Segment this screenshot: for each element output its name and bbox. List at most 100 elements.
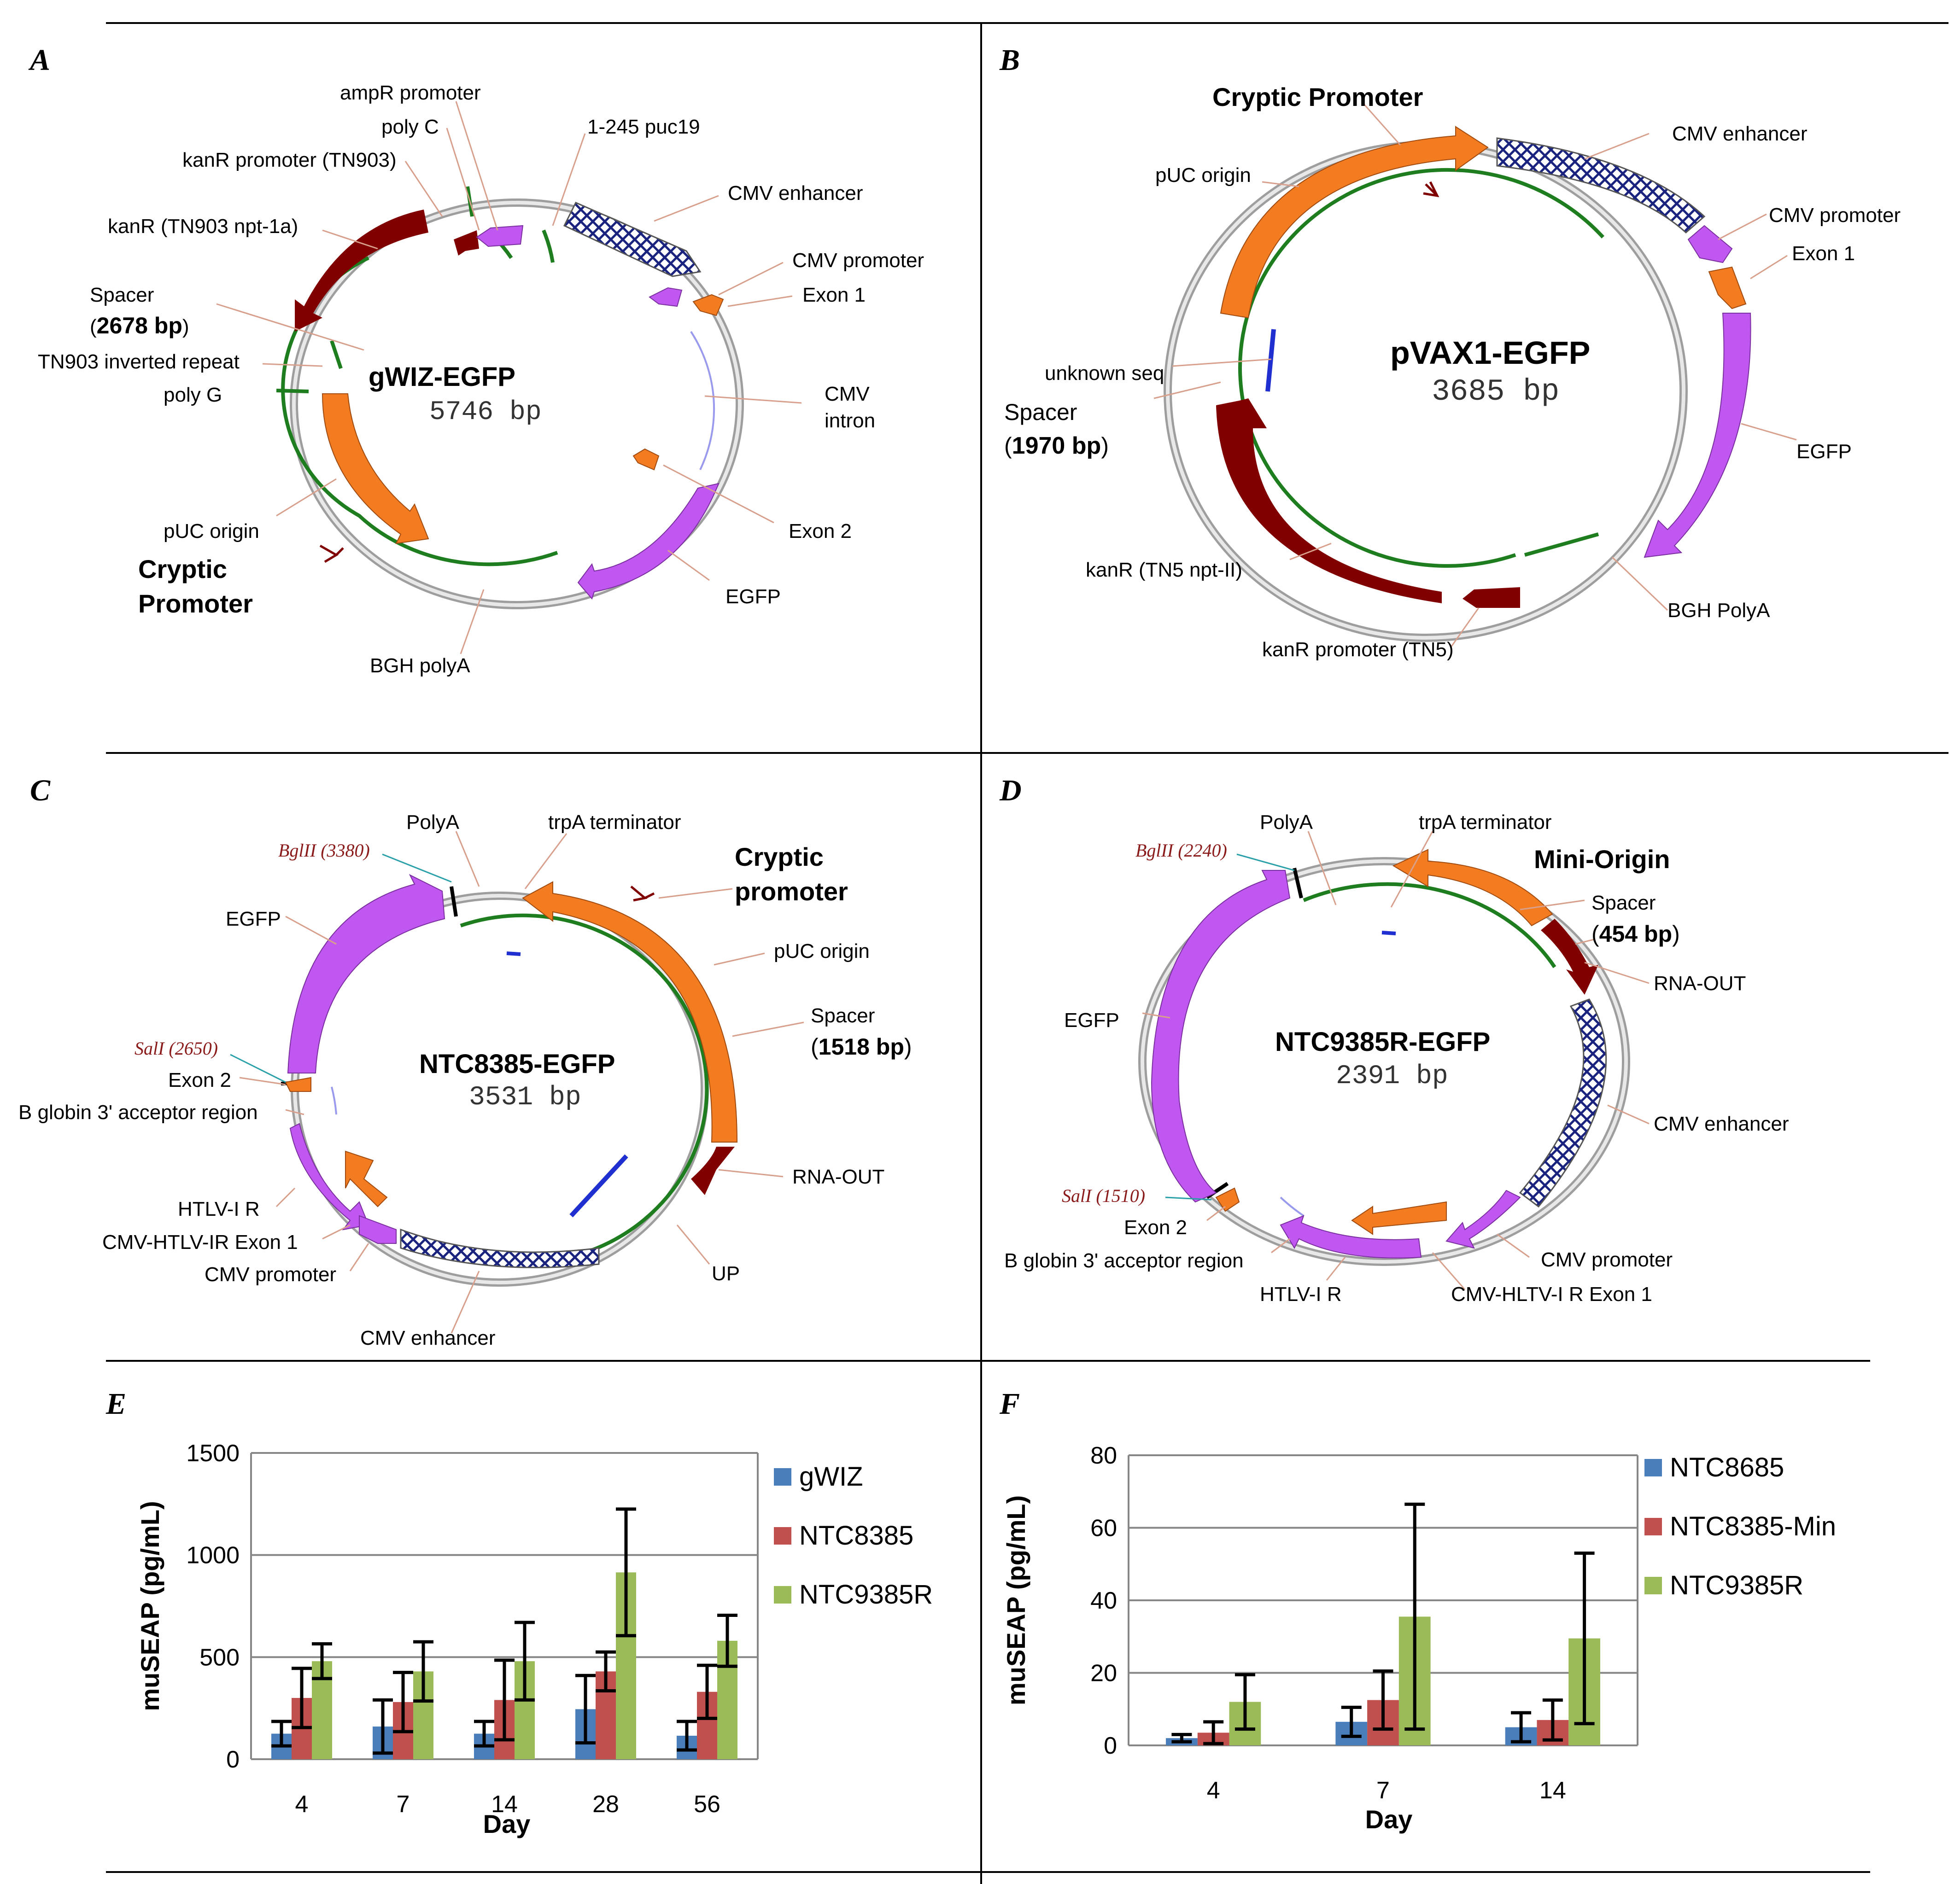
x-tick-label: 7 xyxy=(1376,1777,1390,1804)
chart-e: 0 500 1000 1500 4 7 14 28 56 Day muSEAP (pg/mL) gWI… xyxy=(135,1440,933,1838)
plasmid-c-label-cryptic-1: Cryptic xyxy=(735,842,824,871)
plasmid-c-label-trpa: trpA terminator xyxy=(548,811,681,834)
plasmid-a-label-tn903-ir: TN903 inverted repeat xyxy=(38,350,240,373)
plasmid-b-label-egfp: EGFP xyxy=(1796,440,1852,463)
plasmid-b-label-kanr-promoter: kanR promoter (TN5) xyxy=(1262,638,1454,661)
plasmid-c-label-bglii: BglII (3380) xyxy=(278,840,370,861)
plasmid-c-egfp xyxy=(287,874,445,1073)
legend-swatch xyxy=(1644,1459,1662,1476)
plasmid-c-label-cryptic-2: promoter xyxy=(735,877,848,906)
legend-swatch xyxy=(1644,1577,1662,1594)
plasmid-b-cmv-enhancer xyxy=(1496,137,1706,234)
plasmid-a-cmv-promoter-arrow xyxy=(649,287,683,307)
legend-label: NTC9385R xyxy=(1670,1570,1803,1600)
plasmid-c-cmv-enhancer xyxy=(400,1228,600,1268)
panel-letter-f: F xyxy=(999,1387,1020,1421)
plasmid-b-label-cryptic: Cryptic Promoter xyxy=(1212,82,1423,111)
plasmid-b-kanr-promoter xyxy=(1463,587,1520,608)
plasmid-d-label-spacer-bp: (454 bp) xyxy=(1591,921,1680,947)
plasmid-a-label-ampr-promoter: ampR promoter xyxy=(340,82,481,104)
plasmid-d-leader-lines xyxy=(1142,831,1650,1290)
plasmid-c-label-puc-origin: pUC origin xyxy=(774,940,870,962)
plasmid-c-cryptic-mark xyxy=(630,886,655,902)
plasmid-d-label-polya: PolyA xyxy=(1260,811,1313,834)
plasmid-b-kanr xyxy=(1216,398,1442,603)
plasmid-b-exon1 xyxy=(1708,266,1747,309)
plasmid-a-label-cmv-enhancer: CMV enhancer xyxy=(728,182,863,204)
plasmid-b-label-bgh: BGH PolyA xyxy=(1667,599,1770,622)
plasmid-d-label-mini-origin: Mini-Origin xyxy=(1534,845,1670,874)
plasmid-d-label-cmv-enhancer: CMV enhancer xyxy=(1654,1113,1789,1135)
plasmid-a-ampr-promoter xyxy=(476,225,524,247)
x-tick-label: 4 xyxy=(1207,1777,1220,1804)
plasmid-d-cmv-promoter xyxy=(1445,1190,1521,1249)
plasmid-c-size: 3531 bp xyxy=(469,1083,581,1113)
plasmid-c-label-cmv-enhancer: CMV enhancer xyxy=(360,1327,495,1349)
panel-letter-c: C xyxy=(30,774,51,807)
x-tick-label: 56 xyxy=(694,1791,720,1818)
plasmid-c-label-bglobin: B globin 3' acceptor region xyxy=(18,1101,258,1124)
plasmid-c-label-egfp: EGFP xyxy=(226,908,281,930)
plasmid-d-cmv-enhancer xyxy=(1519,998,1607,1208)
legend-swatch xyxy=(774,1527,791,1545)
y-axis-title: muSEAP (pg/mL) xyxy=(135,1501,164,1711)
plasmid-a-label-kanr: kanR (TN903 npt-1a) xyxy=(108,215,298,238)
panel-b: B Cryptic Promoter CMV enhancer pUC xyxy=(999,43,1901,661)
panel-dividers xyxy=(106,22,1948,1884)
plasmid-b-label-unknown: unknown seq xyxy=(1045,362,1164,385)
plasmid-c-label-cmv-promoter: CMV promoter xyxy=(205,1263,336,1286)
plasmid-d-mini-origin xyxy=(1392,849,1553,927)
plasmid-a-kanr-promoter xyxy=(454,230,479,256)
plasmid-b-label-spacer: Spacer xyxy=(1004,399,1077,425)
legend-label: gWIZ xyxy=(799,1462,863,1492)
plasmid-c-puc-origin xyxy=(522,881,738,1143)
plasmid-c-label-up: UP xyxy=(712,1262,740,1285)
plasmid-c-label-rna-out: RNA-OUT xyxy=(792,1166,884,1188)
plasmid-d-label-spacer: Spacer xyxy=(1591,892,1656,914)
plasmid-d-bglii-site xyxy=(1293,868,1303,898)
plasmid-b-cmv-promoter xyxy=(1687,225,1733,263)
plasmid-c-label-exon2: Exon 2 xyxy=(168,1069,231,1091)
legend-swatch xyxy=(774,1468,791,1486)
legend-label: NTC8385 xyxy=(799,1521,913,1551)
plasmid-d-label-rna-out: RNA-OUT xyxy=(1654,972,1746,995)
y-tick-label: 500 xyxy=(199,1644,240,1671)
plasmid-a-label-kanr-promoter: kanR promoter (TN903) xyxy=(182,149,397,171)
legend-label: NTC8385-Min xyxy=(1670,1511,1836,1541)
panel-letter-b: B xyxy=(999,43,1020,77)
plasmid-d-orange-arrow xyxy=(1351,1201,1447,1235)
y-tick-label: 1500 xyxy=(186,1440,240,1467)
panel-letter-e: E xyxy=(105,1387,126,1421)
plasmid-d-label-bglii: BglII (2240) xyxy=(1135,840,1227,861)
y-tick-label: 20 xyxy=(1090,1660,1117,1687)
plasmid-d-name: NTC9385R-EGFP xyxy=(1275,1027,1490,1057)
plasmid-a-label-spacer: Spacer xyxy=(90,284,154,306)
plasmid-c-cmv-promoter xyxy=(359,1215,397,1244)
plasmid-d-label-bglobin: B globin 3' acceptor region xyxy=(1004,1249,1244,1272)
plasmid-b-size: 3685 bp xyxy=(1432,374,1559,409)
y-axis-title: muSEAP (pg/mL) xyxy=(1001,1495,1030,1705)
plasmid-a-puc-origin xyxy=(322,393,429,544)
x-tick-label: 7 xyxy=(397,1791,410,1818)
plasmid-a-egfp xyxy=(577,483,720,600)
plasmid-d-label-cmv-hltv: CMV-HLTV-I R Exon 1 xyxy=(1451,1283,1652,1306)
plasmid-d-label-exon2: Exon 2 xyxy=(1124,1216,1187,1239)
plasmid-c-label-htlv: HTLV-I R xyxy=(178,1198,260,1220)
legend-label: NTC8685 xyxy=(1670,1452,1784,1482)
x-axis-title: Day xyxy=(1365,1805,1413,1834)
plasmid-c-orange-arrow xyxy=(345,1150,388,1207)
plasmid-d-exon2 xyxy=(1215,1187,1240,1212)
plasmid-b-egfp xyxy=(1644,313,1751,558)
plasmid-a-exon1 xyxy=(692,294,724,316)
plasmid-d-label-htlv: HTLV-I R xyxy=(1260,1283,1342,1306)
plasmid-d-rna-out xyxy=(1541,919,1598,995)
plasmid-b-cryptic-promoter-mark xyxy=(1423,181,1439,198)
plasmid-b-label-puc-origin: pUC origin xyxy=(1155,164,1251,187)
plasmid-a-label-puc-origin: pUC origin xyxy=(164,520,259,542)
plasmid-a-cryptic-promoter-mark xyxy=(319,544,344,563)
plasmid-d-label-egfp: EGFP xyxy=(1064,1009,1119,1032)
y-tick-label: 40 xyxy=(1090,1587,1117,1614)
plasmid-d-label-sali: SalI (1510) xyxy=(1062,1185,1145,1206)
plasmid-b-unknown-seq xyxy=(1265,329,1276,392)
